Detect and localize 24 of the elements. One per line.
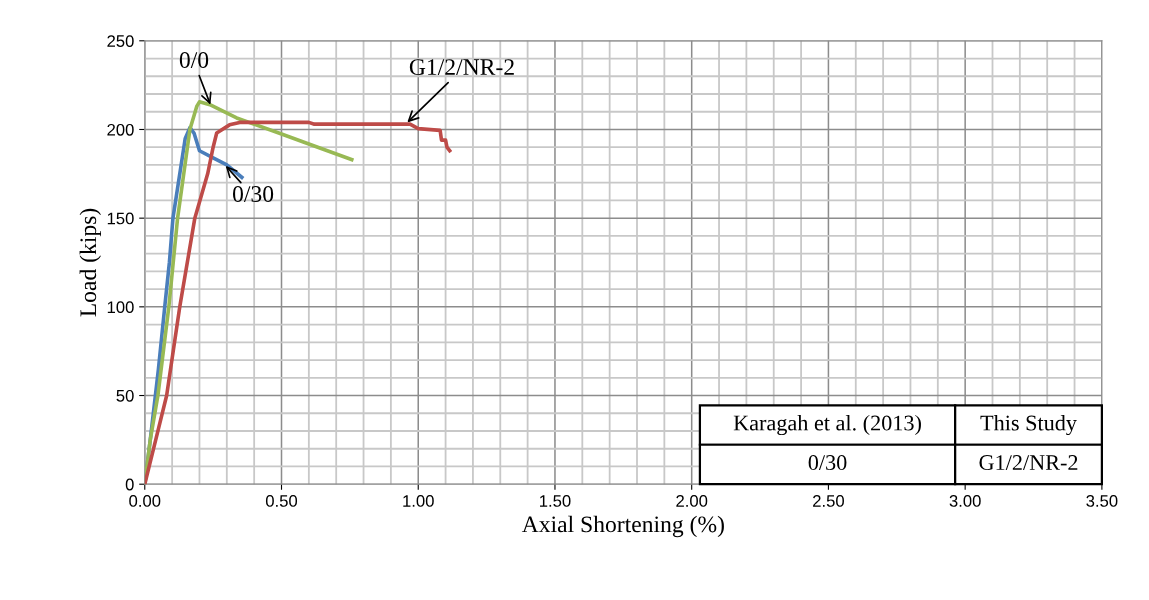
x-tick-label: 2.00 (676, 495, 708, 507)
x-tick-label: 3.00 (949, 495, 981, 507)
y-tick-label: 100 (107, 301, 134, 314)
y-tick-label: 50 (116, 389, 134, 402)
y-tick-label: 150 (107, 212, 134, 225)
x-tick-label: 0.00 (129, 495, 161, 507)
annotation: Karagah et al. (2013) (733, 414, 921, 436)
annotation: G1/2/NR-2 (979, 455, 1078, 471)
annotation: G1/2/NR-2 (409, 59, 514, 76)
x-tick-label: 1.50 (540, 495, 571, 507)
annotation: 0/30 (232, 186, 274, 202)
y-axis-title: Load (kips) (79, 208, 101, 317)
y-tick-label: 0 (125, 478, 134, 491)
x-tick-label: 0.50 (265, 495, 298, 507)
annotation: 0/30 (808, 455, 847, 471)
x-axis-title: Axial Shortening (%) (521, 515, 724, 538)
line-series (144, 120, 452, 485)
annotation: This Study (980, 414, 1077, 436)
y-tick-label: 250 (107, 35, 134, 47)
annotation: 0/0 (179, 51, 209, 68)
x-tick-label: 2.50 (813, 495, 844, 507)
x-tick-label: 1.00 (403, 495, 434, 507)
x-tick-label: 3.50 (1086, 495, 1118, 507)
y-tick-label: 200 (107, 123, 134, 136)
